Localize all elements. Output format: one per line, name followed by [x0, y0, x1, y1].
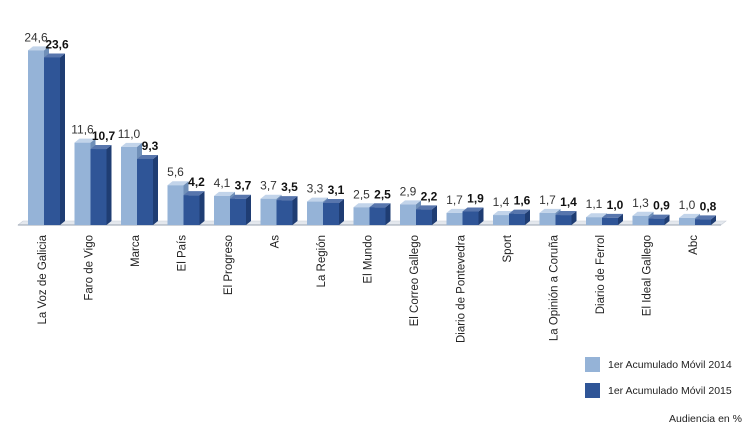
category-label-6: La Región — [316, 235, 328, 287]
category-label-2: Marca — [130, 234, 142, 267]
value-label-2015-2: 9,3 — [142, 139, 159, 153]
category-label-12: Diario de Ferrol — [595, 235, 607, 314]
bar-2015-7 — [369, 203, 391, 225]
legend-item-2015: 1er Acumulado Móvil 2015 — [585, 383, 756, 398]
category-label-11: La Opinión a Coruña — [549, 234, 561, 341]
bar-2015-6 — [323, 198, 344, 225]
bar-2015-4 — [230, 194, 251, 225]
category-label-0: La Voz de Galicia — [37, 234, 49, 324]
legend-swatch-2014 — [585, 357, 600, 372]
bar-2015-14 — [695, 215, 716, 225]
value-label-2015-9: 1,9 — [467, 192, 484, 206]
category-label-10: Sport — [502, 234, 514, 262]
value-label-2014-10: 1,4 — [493, 195, 510, 209]
value-label-2015-13: 0,9 — [653, 199, 670, 213]
category-label-9: Diario de Pontevedra — [456, 234, 468, 343]
category-label-1: Faro de Vigo — [84, 235, 96, 301]
legend-item-2014: 1er Acumulado Móvil 2014 — [585, 357, 756, 372]
value-label-2014-11: 1,7 — [539, 193, 556, 207]
value-label-2014-8: 2,9 — [400, 184, 417, 198]
category-label-8: El Correo Gallego — [409, 235, 421, 326]
value-label-2014-5: 3,7 — [260, 179, 277, 193]
category-label-4: El Progreso — [223, 235, 235, 295]
bar-2015-2 — [137, 154, 158, 225]
value-label-2014-13: 1,3 — [632, 196, 649, 210]
legend-swatch-2015 — [585, 383, 600, 398]
bar-2015-8 — [416, 205, 437, 225]
category-label-14: Abc — [688, 235, 700, 255]
category-labels: La Voz de Galicia Faro de Vigo Marca El Paí… — [37, 234, 700, 343]
value-label-2015-0: 23,6 — [45, 37, 69, 51]
value-label-2015-12: 1,0 — [607, 198, 624, 212]
unit-note: Audiencia en % — [669, 413, 742, 425]
value-label-2014-1: 11,6 — [71, 123, 94, 137]
category-label-3: El País — [177, 235, 189, 272]
bar-2015-9 — [462, 207, 484, 225]
value-label-2014-7: 2,5 — [353, 187, 370, 201]
chart-bars — [28, 46, 716, 226]
legend-label-2014: 1er Acumulado Móvil 2014 — [608, 358, 732, 371]
value-label-2015-5: 3,5 — [281, 180, 298, 194]
bar-2015-11 — [555, 211, 577, 225]
value-label-2015-6: 3,1 — [328, 183, 345, 197]
value-label-2015-1: 10,7 — [92, 129, 116, 143]
value-label-2015-11: 1,4 — [560, 195, 577, 209]
bar-2015-13 — [648, 214, 670, 225]
value-label-2014-6: 3,3 — [307, 182, 324, 196]
bar-2015-1 — [90, 145, 112, 225]
value-label-2015-3: 4,2 — [188, 175, 205, 189]
bar-2015-12 — [602, 213, 623, 225]
category-label-13: El Ideal Gallego — [642, 235, 654, 316]
category-label-5: As — [270, 235, 282, 249]
value-label-2015-7: 2,5 — [374, 187, 391, 201]
value-label-2014-9: 1,7 — [446, 193, 463, 207]
value-label-2015-10: 1,6 — [514, 194, 531, 208]
bar-2015-5 — [276, 196, 298, 225]
value-label-2014-4: 4,1 — [214, 176, 231, 190]
legend-label-2015: 1er Acumulado Móvil 2015 — [608, 384, 732, 397]
value-label-2015-4: 3,7 — [235, 179, 252, 193]
bar-2015-3 — [183, 191, 205, 225]
value-label-2014-3: 5,6 — [167, 165, 184, 179]
bar-2015-10 — [509, 209, 530, 225]
value-label-2014-12: 1,1 — [586, 197, 603, 211]
value-label-2015-14: 0,8 — [700, 199, 717, 213]
bar-2015-0 — [44, 53, 65, 225]
category-label-7: El Mundo — [363, 235, 375, 284]
value-labels: 24,623,6 11,610,7 11,09,3 5,6 4,2 4,1 3,7 3,7 3,… — [24, 30, 716, 213]
value-label-2014-0: 24,6 — [24, 30, 48, 44]
value-label-2014-14: 1,0 — [679, 198, 696, 212]
value-label-2014-2: 11,0 — [118, 127, 141, 141]
value-label-2015-8: 2,2 — [421, 189, 438, 203]
